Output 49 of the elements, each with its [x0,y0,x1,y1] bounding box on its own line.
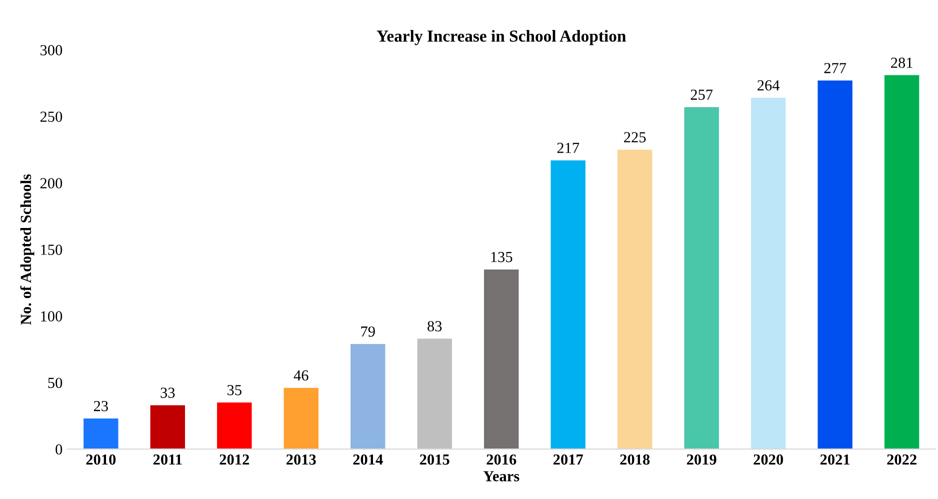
x-tick-label: 2015 [420,454,450,465]
bar [684,107,719,450]
data-label: 257 [690,90,713,100]
data-label: 46 [294,370,308,381]
x-tick-label: 2018 [620,454,650,465]
bar [617,150,652,450]
bar [550,160,586,450]
data-label: 277 [824,62,846,74]
y-tick-label: 200 [40,178,62,188]
y-tick-label: 300 [40,45,62,56]
y-tick-label: 50 [48,378,62,388]
data-label: 83 [428,321,442,332]
x-tick-label: 2019 [686,454,716,465]
data-label: 33 [160,388,175,398]
data-label: 264 [758,80,780,91]
bar [818,80,852,450]
data-label: 217 [557,142,580,153]
data-label: 23 [94,400,108,412]
x-tick-label: 2020 [754,454,784,465]
data-label: 35 [227,384,242,396]
x-tick-label: 2017 [553,454,584,465]
data-label: 79 [361,326,375,337]
data-label: 281 [891,58,912,68]
x-tick-label: 2021 [820,454,850,465]
x-tick-label: 2016 [486,454,516,465]
y-tick-label: 250 [40,112,62,122]
bar [484,269,519,450]
bar [150,405,185,450]
bar [84,418,118,450]
x-tick-label: 2011 [153,454,182,465]
bar [217,402,252,450]
x-tick-label: 2012 [220,454,250,465]
bar [417,338,452,450]
x-tick-label: 2010 [86,454,116,465]
y-tick-label: 0 [56,444,62,455]
y-tick-label: 150 [41,244,62,255]
bar [350,344,386,450]
x-tick-label: 2022 [887,454,916,465]
bar [750,98,786,450]
y-axis-title: No. of Adopted Schools [20,174,34,325]
x-tick-label: 2013 [286,454,316,465]
bar [884,75,920,450]
data-label: 135 [491,252,512,262]
x-tick-label: 2014 [353,454,383,465]
y-tick-label: 100 [41,311,62,322]
bar [284,388,318,450]
data-label: 225 [624,132,646,142]
chart-title: Yearly Increase in School Adoption [376,30,626,46]
x-axis-title: Years [483,471,520,482]
